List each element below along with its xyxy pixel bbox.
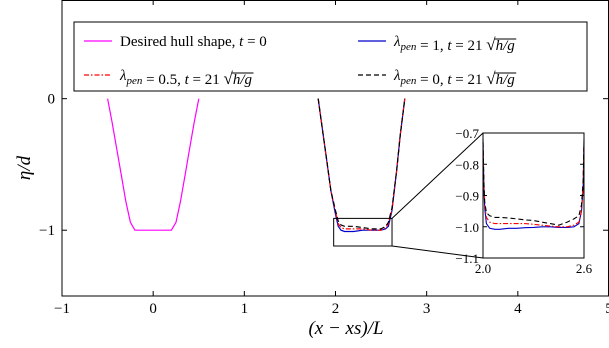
inset-y-tick-label-3: −1.0: [455, 220, 479, 235]
y-tick-label-0: 0: [48, 92, 56, 108]
x-tick-label-2: 1: [241, 301, 249, 317]
inset-y-tick-label-0: −0.7: [455, 126, 479, 141]
main-axes: −1 0 1 2 3 4 5 0 −1: [39, 0, 609, 317]
zoom-indicator: [333, 132, 484, 259]
inset-series-line-1: [482, 142, 585, 228]
legend-label-3: λpen = 0, t = 21 √h/g: [393, 68, 515, 88]
x-tick-label-1: 0: [149, 301, 157, 317]
inset-plot: −0.7 −0.8 −0.9 −1.0 −1.12.0 2.6: [455, 126, 592, 276]
legend-box: [73, 21, 588, 92]
y-tick-label-1: −1: [39, 223, 55, 239]
x-tick-label-0: −1: [54, 301, 70, 317]
y-axis-label: η/d: [14, 155, 35, 180]
x-tick-label-3: 2: [332, 301, 340, 317]
inset-series-line-2: [482, 142, 585, 226]
main-plot-lines: [107, 98, 406, 233]
inset-y-tick-label-4: −1.1: [455, 251, 479, 266]
x-tick-label-5: 4: [514, 301, 522, 317]
legend-label-2: λpen = 0.5, t = 21 √h/g: [119, 68, 253, 88]
legend-label-1: λpen = 1, t = 21 √h/g: [393, 34, 515, 54]
series-line-3: [317, 98, 406, 230]
legend: Desired hull shape, t = 0 λpen = 1, t = 2…: [73, 21, 588, 92]
series-line-0: [107, 98, 200, 231]
inset-y-tick-label-2: −0.9: [455, 189, 479, 204]
legend-label-0: Desired hull shape, t = 0: [120, 34, 267, 50]
x-tick-label-4: 3: [423, 301, 431, 317]
inset-x-tick-label-1: 2.6: [576, 261, 593, 276]
zoom-connector-bottom: [391, 245, 484, 259]
x-axis-label: (x − xs)/L: [308, 318, 383, 339]
x-tick-label-6: 5: [605, 301, 609, 317]
inset-series-line-0: [482, 139, 585, 230]
zoom-connector-top: [391, 132, 484, 219]
inset-y-tick-label-1: −0.8: [455, 157, 479, 172]
zoom-box: [333, 217, 393, 247]
inset-x-tick-label-0: 2.0: [475, 261, 491, 276]
inset-background: [483, 133, 584, 258]
